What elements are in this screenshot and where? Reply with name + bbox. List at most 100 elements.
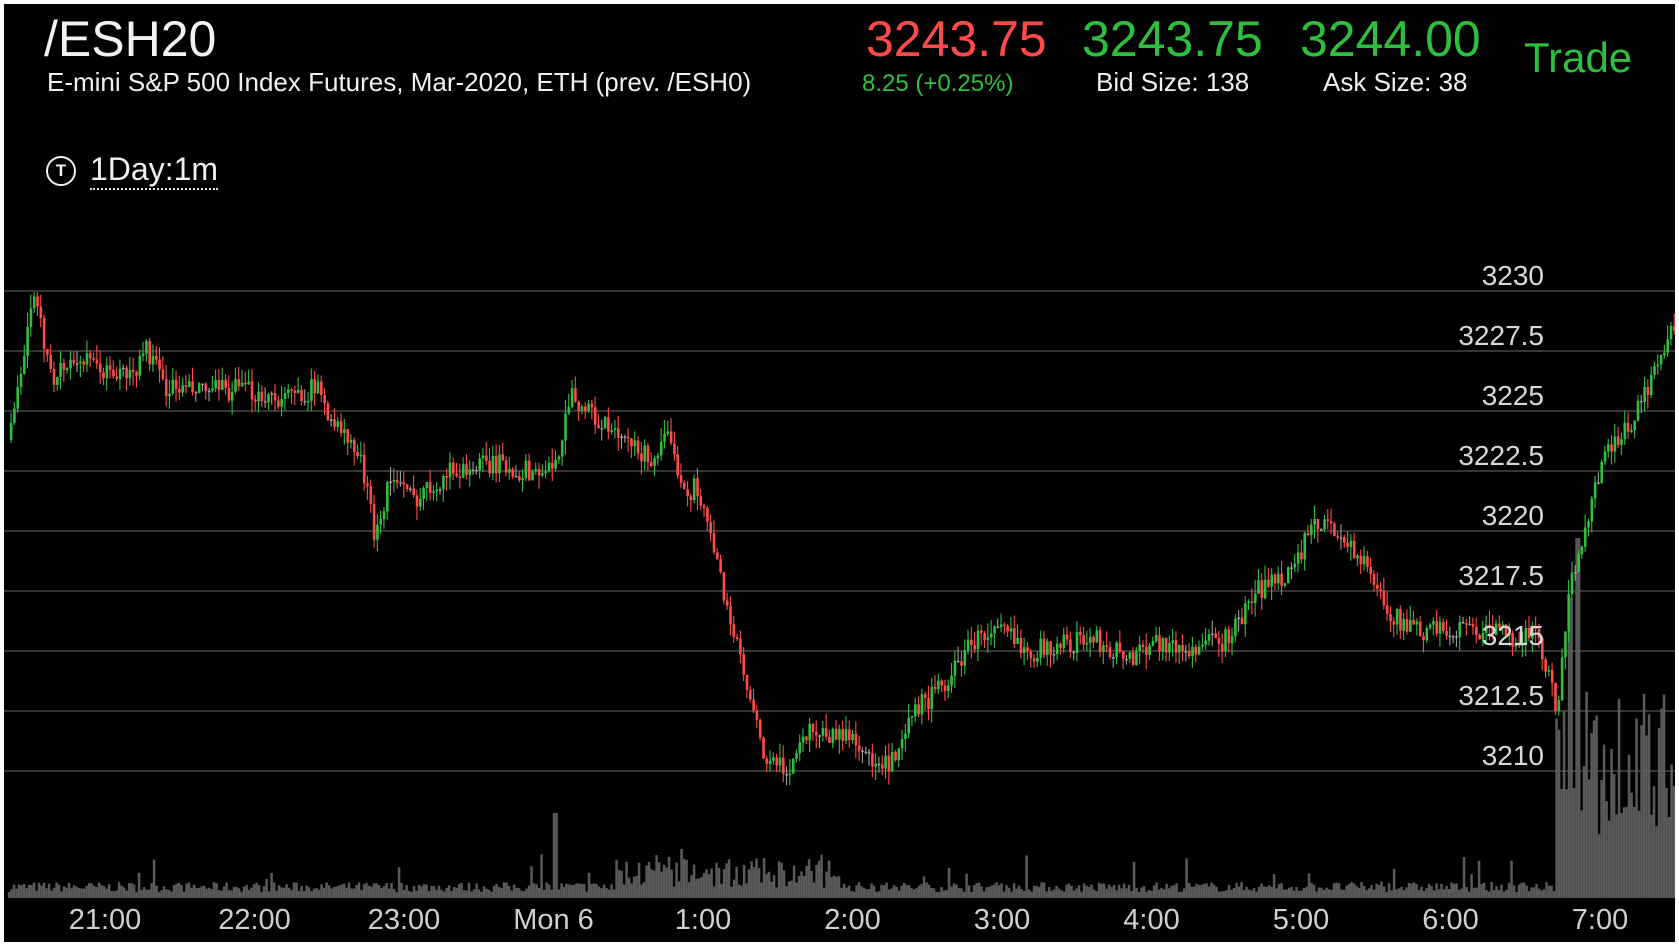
volume-bar-84 (217, 890, 221, 898)
volume-bar-443 (1115, 890, 1118, 898)
volume-bar-462 (1162, 889, 1166, 898)
trade-button[interactable]: Trade (1524, 34, 1633, 81)
volume-bar-119 (305, 885, 308, 898)
candle-body-115 (389, 481, 392, 483)
volume-bar-608 (1527, 891, 1531, 898)
volume-bar-585 (1470, 874, 1473, 898)
volume-bar-168 (427, 890, 431, 898)
volume-bar-375 (945, 890, 948, 898)
volume-bar-522 (1312, 884, 1316, 898)
symbol-title[interactable]: /ESH20 (44, 11, 217, 67)
volume-bar-267 (675, 862, 678, 898)
x-tick-label-6: 3:00 (974, 904, 1030, 936)
candle-body-126 (425, 482, 429, 489)
candle-body-205 (686, 489, 689, 497)
volume-bar-496 (1247, 889, 1251, 898)
candle-body-151 (508, 469, 511, 473)
candle-body-367 (1220, 643, 1224, 652)
candle-body-67 (230, 391, 234, 401)
volume-bar-246 (622, 884, 626, 898)
candle-body-73 (250, 381, 254, 400)
volume-bar-593 (1490, 882, 1493, 898)
volume-bar-572 (1437, 889, 1441, 898)
volume-bar-357 (900, 885, 903, 898)
volume-bar-481 (1210, 882, 1213, 898)
volume-bar-622 (1562, 711, 1566, 898)
candle-body-422 (1402, 619, 1406, 631)
bid-size: Bid Size: 138 (1096, 67, 1250, 97)
volume-bar-287 (725, 863, 728, 898)
volume-bar-637 (1600, 780, 1603, 898)
volume-bar-376 (947, 867, 951, 898)
volume-bar-454 (1142, 886, 1146, 898)
volume-bar-255 (645, 865, 648, 898)
candle-body-146 (491, 455, 495, 474)
volume-bar-313 (790, 880, 793, 898)
candle-body-449 (1491, 626, 1495, 635)
volume-bar-609 (1530, 887, 1533, 898)
volume-bar-75 (195, 888, 198, 898)
volume-bar-275 (695, 878, 698, 898)
candle-body-167 (560, 440, 564, 457)
candle-body-305 (1016, 637, 1019, 645)
candle-body-364 (1211, 633, 1214, 636)
candle-body-97 (329, 419, 333, 421)
volume-bar-419 (1055, 885, 1058, 898)
y-tick-label-1: 3227.5 (1458, 320, 1544, 351)
volume-bar-137 (350, 888, 353, 898)
volume-bar-390 (982, 891, 986, 898)
candle-body-402 (1336, 535, 1340, 538)
candle-body-306 (1019, 637, 1023, 654)
volume-bar-431 (1085, 885, 1088, 898)
candle-body-14 (56, 377, 59, 385)
volume-bar-123 (315, 887, 318, 898)
price-chart[interactable]: 3230 3227.5 3225 3222.5 3220 3217.5 3215 3212.5… (4, 4, 1675, 942)
candle-body-326 (1085, 642, 1089, 645)
volume-bar-221 (560, 883, 563, 898)
volume-bar-605 (1520, 882, 1523, 898)
volume-bar-62 (162, 886, 166, 898)
candle-body-39 (138, 355, 142, 376)
volume-bar-230 (582, 884, 586, 898)
volume-bar-598 (1502, 891, 1506, 898)
candle-body-74 (254, 399, 257, 402)
candle-body-328 (1092, 636, 1095, 643)
volume-bar-322 (812, 882, 816, 898)
bid-price[interactable]: 3243.75 (1082, 11, 1263, 67)
volume-bar-427 (1075, 888, 1078, 898)
volume-bar-428 (1077, 885, 1081, 898)
candle-body-51 (178, 389, 181, 393)
volume-bar-81 (210, 888, 213, 898)
volume-bar-343 (865, 889, 868, 898)
candle-body-45 (158, 359, 161, 370)
volume-bar-452 (1137, 891, 1141, 898)
candle-body-155 (521, 478, 524, 481)
candle-body-8 (36, 296, 39, 307)
candle-body-366 (1217, 638, 1221, 644)
volume-bar-547 (1375, 883, 1378, 898)
volume-bar-557 (1400, 886, 1403, 898)
volume-bar-204 (517, 888, 521, 898)
candle-body-477 (1583, 527, 1587, 547)
volume-bar-429 (1080, 891, 1083, 898)
candle-body-106 (359, 454, 363, 457)
volume-bar-420 (1057, 888, 1061, 898)
volume-bar-71 (185, 883, 188, 898)
ask-price[interactable]: 3244.00 (1300, 11, 1481, 67)
volume-bar-531 (1335, 882, 1338, 898)
volume-bar-200 (507, 885, 511, 898)
candle-body-30 (108, 365, 112, 370)
candle-body-446 (1481, 632, 1485, 640)
volume-bar-150 (382, 886, 386, 898)
candle-body-169 (567, 406, 571, 414)
volume-bar-281 (710, 868, 713, 898)
candle-body-324 (1079, 631, 1082, 636)
candle-body-48 (168, 393, 171, 397)
volume-bar-23 (65, 887, 68, 898)
candle-body-300 (999, 624, 1003, 628)
timeframe-selector[interactable]: T 1Day:1m (46, 151, 219, 191)
candle-body-471 (1564, 631, 1567, 658)
candle-body-372 (1237, 617, 1241, 620)
volume-bar-579 (1455, 883, 1458, 898)
volume-bar-616 (1547, 885, 1551, 898)
